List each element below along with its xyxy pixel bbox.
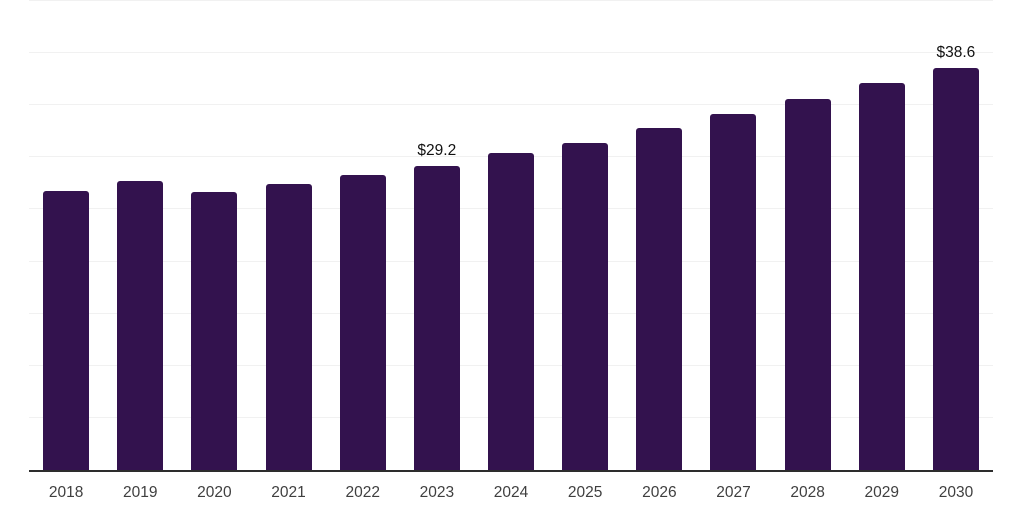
gridline-35: [29, 104, 993, 106]
bar-band-2022: [326, 0, 400, 470]
bar-band-2020: [177, 0, 251, 470]
x-tick-label-2025: 2025: [567, 484, 603, 501]
bar-2029: [858, 83, 905, 470]
bar-band-2027: [696, 0, 770, 470]
bar-2022: [339, 175, 386, 470]
bar-2024: [487, 153, 534, 470]
bar-2028: [784, 99, 831, 470]
bar-band-2029: [845, 0, 919, 470]
bar-2025: [562, 142, 609, 470]
x-tick-label-2021: 2021: [271, 484, 306, 501]
gridline-40: [29, 52, 993, 54]
x-tick-label-2018: 2018: [48, 484, 84, 501]
bar-2019: [117, 181, 164, 470]
x-tick-label-2023: 2023: [419, 484, 455, 501]
bar-band-2024: [474, 0, 548, 470]
x-tick-label-2022: 2022: [345, 484, 380, 501]
gridline-45: [29, 0, 993, 2]
x-tick-label-2019: 2019: [122, 484, 158, 501]
chart-plot-area: $29.2 $38.6: [29, 0, 993, 472]
bar-value-label-2030: $38.6: [936, 43, 976, 61]
bar-2020: [191, 191, 238, 470]
x-tick-label-2028: 2028: [790, 484, 825, 501]
bar-band-2025: [548, 0, 622, 470]
bar-2027: [710, 113, 757, 470]
bar-band-2021: [251, 0, 325, 470]
bar-value-label-2023: $29.2: [417, 141, 457, 159]
x-tick-label-2020: 2020: [197, 484, 232, 501]
bar-2023: [413, 165, 460, 470]
bar-2030: [932, 67, 979, 470]
x-tick-label-2026: 2026: [642, 484, 677, 501]
x-tick-label-2029: 2029: [864, 484, 900, 501]
x-tick-label-2030: 2030: [938, 484, 974, 501]
bar-band-2026: [622, 0, 696, 470]
bar-band-2023: $29.2: [400, 0, 474, 470]
x-tick-label-2024: 2024: [493, 484, 529, 501]
bar-band-2030: $38.6: [919, 0, 993, 470]
bar-2026: [636, 128, 683, 470]
bar-band-2018: [29, 0, 103, 470]
bar-2021: [265, 184, 312, 470]
bar-2018: [43, 190, 90, 470]
bar-band-2028: [771, 0, 845, 470]
bar-band-2019: [103, 0, 177, 470]
x-axis: 2018 2019 2020 2021 2022 2023 2024 2025 2026 2027…: [29, 484, 993, 502]
x-tick-label-2027: 2027: [716, 484, 751, 501]
